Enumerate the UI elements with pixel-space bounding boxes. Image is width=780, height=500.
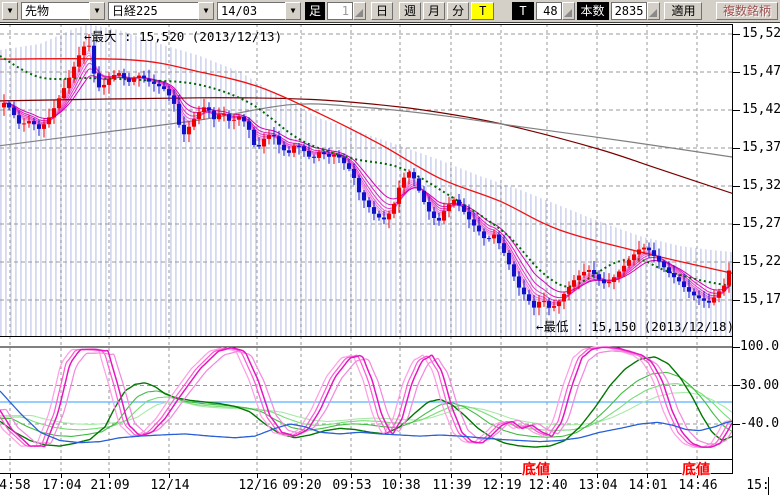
time-label: 14:01: [628, 478, 668, 493]
time-tick: [451, 474, 452, 478]
apply-button[interactable]: 適用: [664, 2, 703, 20]
indicator-tick: [733, 346, 740, 348]
time-tick: [10, 474, 11, 478]
period-tick-button[interactable]: T: [471, 2, 495, 20]
bars-count-spinner[interactable]: 2835: [610, 2, 661, 20]
time-tick: [400, 474, 401, 478]
price-tick: [733, 147, 740, 149]
time-label: 17:04: [42, 478, 82, 493]
spinner-corner-icon[interactable]: [353, 2, 367, 20]
bars-count-value[interactable]: 2835: [610, 2, 648, 20]
chevron-down-icon[interactable]: ▼: [198, 2, 214, 20]
time-label: 11:39: [432, 478, 472, 493]
tick-mode-label[interactable]: T: [512, 2, 534, 20]
price-tick: [733, 261, 740, 263]
symbol-type-value: 先物: [21, 2, 89, 20]
price-label: 15,470: [742, 64, 780, 79]
period-month-button[interactable]: 月: [423, 2, 446, 20]
time-label: 12:40: [528, 478, 568, 493]
period-day-button[interactable]: 日: [371, 2, 394, 20]
bars-mode-label[interactable]: 本数: [576, 2, 609, 20]
chevron-down-icon[interactable]: ▼: [2, 2, 18, 20]
time-tick: [351, 474, 352, 478]
indicator-label: -40.00: [740, 416, 780, 431]
indicator-label: 100.00: [740, 339, 780, 354]
time-tick: [597, 474, 598, 478]
chevron-down-icon[interactable]: ▼: [285, 2, 301, 20]
price-tick: [733, 71, 740, 73]
time-tick: [501, 474, 502, 478]
time-label: 21:09: [90, 478, 130, 493]
symbol-value: 日経225: [108, 2, 198, 20]
price-tick: [733, 223, 740, 225]
spinner-corner-icon[interactable]: [561, 2, 575, 20]
indicator-tick: [733, 423, 740, 425]
min-price-annotation: ←最低 : 15,150 (2013/12/18): [536, 319, 735, 334]
time-label: 12/14: [150, 478, 190, 493]
cursor-line: [768, 477, 769, 495]
time-label: 09:20: [282, 478, 322, 493]
ashi-toggle-button[interactable]: 足: [305, 2, 326, 20]
time-label: 12/16: [238, 478, 278, 493]
price-label: 15,370: [742, 140, 780, 155]
time-tick: [647, 474, 648, 478]
spinner-corner-icon[interactable]: [647, 2, 661, 20]
price-tick: [733, 185, 740, 187]
toolbar: ▼ 先物 ▼ 日経225 ▼ 14/03 ▼ 足 1 日 週 月 分 T T 4…: [0, 0, 780, 23]
tick-count-spinner[interactable]: 48: [535, 2, 575, 20]
time-label: 12:19: [482, 478, 522, 493]
chart-canvas[interactable]: [0, 24, 733, 474]
time-label: 10:38: [381, 478, 421, 493]
interval-value[interactable]: 1: [327, 2, 354, 20]
price-label: 15,270: [742, 216, 780, 231]
time-tick: [257, 474, 258, 478]
price-label: 15,420: [742, 102, 780, 117]
contract-month-select[interactable]: 14/03 ▼: [217, 2, 301, 20]
chevron-down-icon[interactable]: ▼: [89, 2, 105, 20]
indicator-tick: [733, 385, 740, 386]
period-week-button[interactable]: 週: [399, 2, 422, 20]
symbol-type-select[interactable]: 先物 ▼: [21, 2, 105, 20]
symbol-select[interactable]: 日経225 ▼: [108, 2, 214, 20]
contract-month-value: 14/03: [217, 2, 285, 20]
price-label: 15,520: [742, 26, 780, 41]
indicator-label: 30.00: [740, 377, 780, 393]
interval-spinner[interactable]: 1: [327, 2, 367, 20]
price-tick: [733, 299, 740, 301]
price-label: 15,320: [742, 178, 780, 193]
max-price-annotation: ←最大 : 15,520 (2013/12/13): [84, 29, 283, 44]
time-tick: [109, 474, 110, 478]
time-tick: [169, 474, 170, 478]
price-label: 15,220: [742, 254, 780, 269]
bottom-signal-label: 底値: [522, 462, 550, 478]
tick-count-value[interactable]: 48: [535, 2, 562, 20]
time-tick: [697, 474, 698, 478]
time-tick: [547, 474, 548, 478]
time-label: 14:46: [678, 478, 718, 493]
time-label: 14:58: [0, 478, 31, 493]
period-minute-button[interactable]: 分: [447, 2, 470, 20]
time-label: 09:53: [332, 478, 372, 493]
time-tick: [61, 474, 62, 478]
time-label: 13:04: [578, 478, 618, 493]
price-label: 15,170: [742, 292, 780, 307]
time-label: 15:: [746, 478, 770, 493]
price-tick: [733, 33, 740, 35]
price-tick: [733, 109, 740, 111]
chart-preset-dropdown[interactable]: ▼: [2, 2, 18, 20]
multi-symbol-button[interactable]: 複数銘柄: [715, 2, 778, 20]
bottom-signal-label: 底値: [682, 462, 710, 478]
time-tick: [301, 474, 302, 478]
